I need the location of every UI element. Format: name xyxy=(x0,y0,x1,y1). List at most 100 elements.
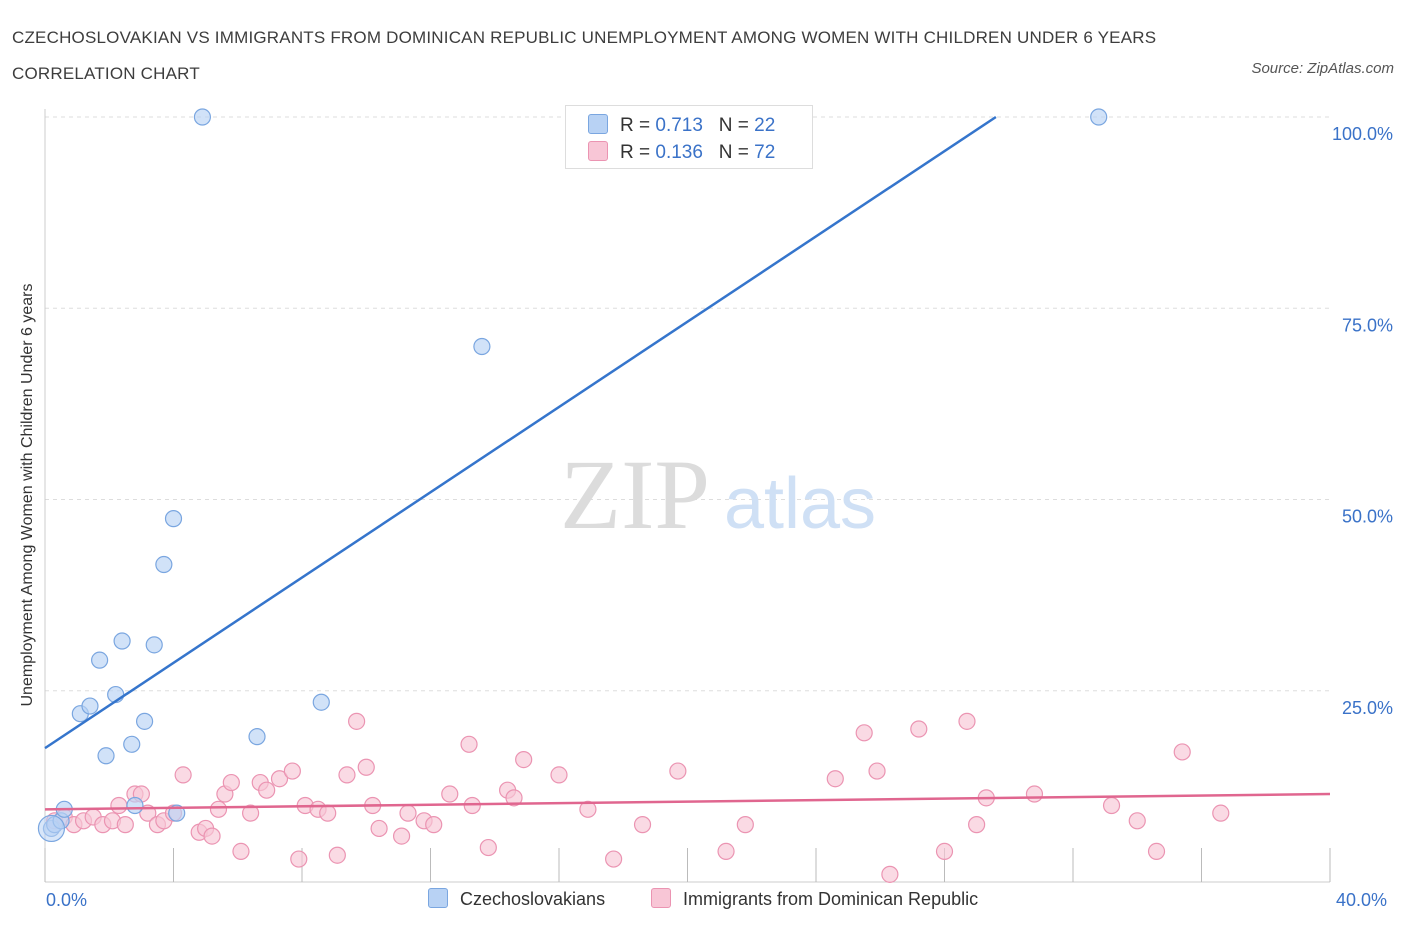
r-label: R = xyxy=(620,142,651,163)
n-label: N = xyxy=(718,115,749,136)
legend-swatch-dominican-bottom xyxy=(651,888,671,908)
data-point-dominican xyxy=(736,816,754,834)
data-point-dominican xyxy=(460,735,478,753)
source-note: Source: ZipAtlas.com xyxy=(1251,60,1394,77)
data-point-dominican xyxy=(370,819,388,838)
data-point-czech xyxy=(473,337,491,356)
data-point-dominican xyxy=(1025,785,1044,803)
data-point-dominican xyxy=(855,724,873,742)
data-point-czech xyxy=(164,510,183,528)
data-point-dominican xyxy=(669,762,687,780)
legend-row-dominican: R = 0.136 N = 72 xyxy=(588,141,775,165)
data-point-dominican xyxy=(258,781,276,799)
data-point-dominican xyxy=(1102,796,1121,815)
legend-label-czech: Czechoslovakians xyxy=(460,889,606,909)
grid-lines xyxy=(45,116,1330,692)
chart-title: CZECHOSLOVAKIAN VS IMMIGRANTS FROM DOMIN… xyxy=(12,28,1157,83)
data-point-dominican xyxy=(479,838,497,857)
data-point-dominican xyxy=(881,865,899,883)
legend-swatch-czech xyxy=(588,114,608,134)
data-point-dominican xyxy=(357,758,375,776)
data-point-czech xyxy=(97,747,115,765)
data-point-dominican xyxy=(958,712,976,730)
data-point-dominican xyxy=(319,804,337,822)
data-point-dominican xyxy=(425,816,443,834)
data-point-dominican xyxy=(505,789,523,807)
data-point-dominican xyxy=(1128,812,1146,830)
n-value-dominican: 72 xyxy=(754,142,776,163)
n-label: N = xyxy=(718,142,749,163)
watermark-atlas: atlas xyxy=(724,464,876,544)
data-point-dominican xyxy=(633,816,652,834)
data-point-dominican xyxy=(203,827,221,845)
data-point-dominican xyxy=(605,850,623,868)
data-point-dominican xyxy=(328,846,346,864)
data-point-czech xyxy=(113,632,131,650)
data-point-dominican xyxy=(232,842,250,861)
data-point-dominican xyxy=(338,766,356,784)
x-tick-label-min: 0.0% xyxy=(46,890,88,910)
n-value-czech: 22 xyxy=(754,115,776,136)
legend-item-dominican: Immigrants from Dominican Republic xyxy=(651,888,978,910)
data-point-dominican xyxy=(392,827,411,845)
legend-swatch-dominican xyxy=(588,141,608,161)
data-point-dominican xyxy=(290,850,308,868)
data-point-czech xyxy=(123,735,141,753)
watermark-zip: ZIP xyxy=(560,439,710,550)
data-point-dominican xyxy=(935,842,954,861)
data-point-dominican xyxy=(116,816,134,834)
data-point-dominican xyxy=(399,804,417,822)
data-point-czech xyxy=(1090,108,1108,126)
data-point-czech xyxy=(91,651,109,669)
data-point-czech xyxy=(126,796,144,815)
data-point-czech xyxy=(135,712,154,730)
data-point-dominican xyxy=(515,750,533,769)
r-value-czech: 0.713 xyxy=(655,115,703,136)
data-point-dominican xyxy=(209,800,228,818)
y-tick-label: 100.0% xyxy=(1332,124,1393,144)
data-point-dominican xyxy=(717,842,735,861)
data-point-czech xyxy=(168,804,186,822)
data-point-czech xyxy=(193,108,212,126)
data-point-czech xyxy=(155,555,173,574)
y-axis-label: Unemployment Among Women with Children U… xyxy=(19,283,36,707)
data-point-dominican xyxy=(910,720,928,738)
data-point-dominican xyxy=(348,712,366,730)
data-point-dominican xyxy=(579,800,597,818)
data-point-dominican xyxy=(242,804,260,822)
legend-item-czech: Czechoslovakians xyxy=(428,888,605,910)
legend-label-dominican: Immigrants from Dominican Republic xyxy=(683,889,979,909)
data-point-czech xyxy=(145,636,163,654)
trend-line-czech xyxy=(44,115,997,750)
data-point-dominican xyxy=(283,762,301,780)
data-point-dominican xyxy=(222,773,240,792)
data-point-czech xyxy=(312,693,330,711)
y-tick-label: 25.0% xyxy=(1342,698,1393,718)
y-tick-label: 75.0% xyxy=(1342,315,1393,335)
data-point-czech-cluster xyxy=(37,814,66,843)
data-point-dominican xyxy=(550,766,568,784)
data-point-dominican xyxy=(110,796,128,815)
data-point-dominican xyxy=(1147,842,1166,861)
data-point-dominican xyxy=(270,770,289,788)
data-point-dominican xyxy=(1173,743,1191,761)
trend-line-dominican xyxy=(44,792,1331,811)
data-point-dominican xyxy=(826,770,844,788)
data-point-dominican xyxy=(868,762,886,780)
y-tick-label: 50.0% xyxy=(1342,507,1393,527)
data-point-dominican xyxy=(1212,804,1230,822)
r-label: R = xyxy=(620,115,651,136)
data-point-czech xyxy=(81,697,99,715)
watermark: ZIP atlas xyxy=(560,439,876,550)
data-point-dominican xyxy=(441,785,459,803)
correlation-legend: R = 0.713 N = 22 R = 0.136 N = 72 xyxy=(565,105,813,169)
axes xyxy=(44,109,1331,883)
data-point-czech xyxy=(248,728,266,746)
series-czech-points xyxy=(37,108,1108,843)
legend-swatch-czech-bottom xyxy=(428,888,448,908)
x-tick-label-max: 40.0% xyxy=(1336,890,1388,910)
data-point-dominican xyxy=(968,816,986,834)
trend-lines xyxy=(44,115,1331,811)
y-tick-labels: 25.0% 50.0% 75.0% 100.0% xyxy=(1332,124,1393,718)
